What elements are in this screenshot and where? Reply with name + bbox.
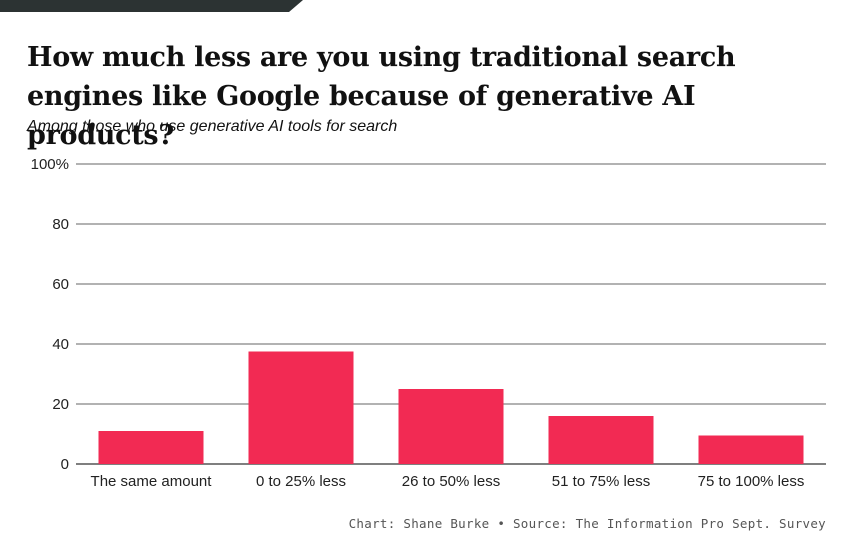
bar (248, 351, 354, 464)
x-category-label: 51 to 75% less (552, 473, 650, 490)
source-text: Source: The Information Pro Sept. Survey (512, 516, 826, 531)
x-category-label: The same amount (91, 473, 213, 490)
y-tick-label: 40 (52, 336, 69, 353)
chart-subtitle: Among those who use generative AI tools … (27, 118, 398, 135)
bar (398, 389, 504, 464)
bar (548, 416, 654, 464)
chart-footer: Chart: Shane Burke • Source: The Informa… (349, 516, 826, 531)
credit-text: Chart: Shane Burke (348, 516, 490, 531)
y-tick-label: 60 (52, 276, 69, 293)
separator-dot: • (497, 516, 506, 531)
x-category-label: 26 to 50% less (402, 473, 500, 490)
x-category-label: 0 to 25% less (256, 473, 346, 490)
bar (98, 431, 204, 464)
y-tick-label: 80 (52, 216, 69, 233)
y-tick-label: 100% (31, 156, 69, 173)
chart-title: How much less are you using traditional … (27, 42, 736, 151)
bar (698, 435, 804, 464)
y-tick-label: 20 (52, 396, 69, 413)
y-tick-label: 0 (61, 456, 69, 473)
header-accent-bar (0, 0, 303, 12)
x-category-label: 75 to 100% less (698, 473, 805, 490)
